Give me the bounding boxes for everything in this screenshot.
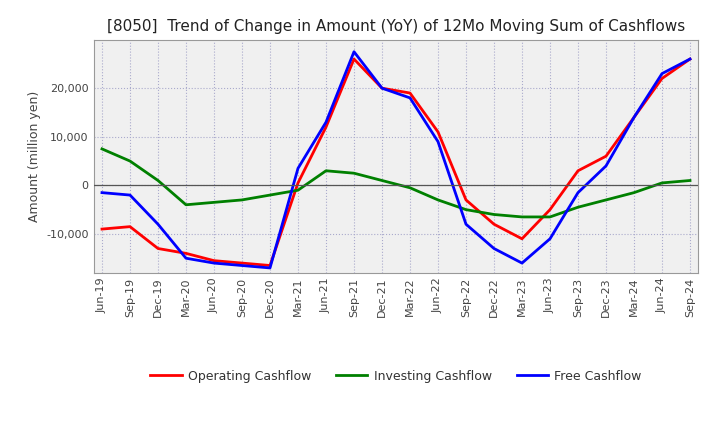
Operating Cashflow (630, 115, 639, 120)
Investing Cashflow (266, 192, 274, 198)
Operating Cashflow (490, 222, 498, 227)
Investing Cashflow (462, 207, 470, 212)
Free Cashflow (322, 120, 330, 125)
Investing Cashflow (602, 197, 611, 202)
Investing Cashflow (153, 178, 162, 183)
Free Cashflow (657, 71, 666, 76)
Investing Cashflow (490, 212, 498, 217)
Y-axis label: Amount (million yen): Amount (million yen) (27, 91, 41, 222)
Free Cashflow (405, 95, 414, 101)
Operating Cashflow (574, 168, 582, 173)
Operating Cashflow (350, 56, 359, 62)
Legend: Operating Cashflow, Investing Cashflow, Free Cashflow: Operating Cashflow, Investing Cashflow, … (145, 365, 647, 388)
Free Cashflow (518, 260, 526, 266)
Operating Cashflow (405, 90, 414, 95)
Free Cashflow (238, 263, 246, 268)
Operating Cashflow (238, 260, 246, 266)
Operating Cashflow (294, 180, 302, 186)
Investing Cashflow (126, 158, 135, 164)
Free Cashflow (378, 85, 387, 91)
Investing Cashflow (405, 185, 414, 191)
Investing Cashflow (210, 200, 218, 205)
Free Cashflow (574, 190, 582, 195)
Free Cashflow (98, 190, 107, 195)
Free Cashflow (630, 115, 639, 120)
Line: Operating Cashflow: Operating Cashflow (102, 59, 690, 265)
Line: Investing Cashflow: Investing Cashflow (102, 149, 690, 217)
Free Cashflow (181, 256, 190, 261)
Free Cashflow (546, 236, 554, 242)
Operating Cashflow (210, 258, 218, 263)
Operating Cashflow (546, 207, 554, 212)
Operating Cashflow (685, 56, 694, 62)
Free Cashflow (266, 265, 274, 271)
Free Cashflow (210, 260, 218, 266)
Free Cashflow (350, 49, 359, 55)
Operating Cashflow (462, 197, 470, 202)
Operating Cashflow (518, 236, 526, 242)
Free Cashflow (294, 166, 302, 171)
Operating Cashflow (322, 125, 330, 130)
Investing Cashflow (294, 187, 302, 193)
Free Cashflow (153, 222, 162, 227)
Line: Free Cashflow: Free Cashflow (102, 52, 690, 268)
Investing Cashflow (322, 168, 330, 173)
Investing Cashflow (350, 171, 359, 176)
Investing Cashflow (574, 205, 582, 210)
Investing Cashflow (238, 197, 246, 202)
Operating Cashflow (181, 251, 190, 256)
Free Cashflow (602, 163, 611, 169)
Investing Cashflow (546, 214, 554, 220)
Operating Cashflow (153, 246, 162, 251)
Free Cashflow (685, 56, 694, 62)
Investing Cashflow (433, 197, 442, 202)
Investing Cashflow (378, 178, 387, 183)
Operating Cashflow (126, 224, 135, 229)
Operating Cashflow (433, 129, 442, 135)
Investing Cashflow (98, 146, 107, 151)
Operating Cashflow (98, 227, 107, 232)
Free Cashflow (462, 222, 470, 227)
Free Cashflow (433, 139, 442, 144)
Investing Cashflow (685, 178, 694, 183)
Free Cashflow (126, 192, 135, 198)
Operating Cashflow (266, 263, 274, 268)
Title: [8050]  Trend of Change in Amount (YoY) of 12Mo Moving Sum of Cashflows: [8050] Trend of Change in Amount (YoY) o… (107, 19, 685, 34)
Operating Cashflow (602, 154, 611, 159)
Investing Cashflow (518, 214, 526, 220)
Free Cashflow (490, 246, 498, 251)
Investing Cashflow (630, 190, 639, 195)
Investing Cashflow (657, 180, 666, 186)
Operating Cashflow (657, 76, 666, 81)
Operating Cashflow (378, 85, 387, 91)
Investing Cashflow (181, 202, 190, 207)
